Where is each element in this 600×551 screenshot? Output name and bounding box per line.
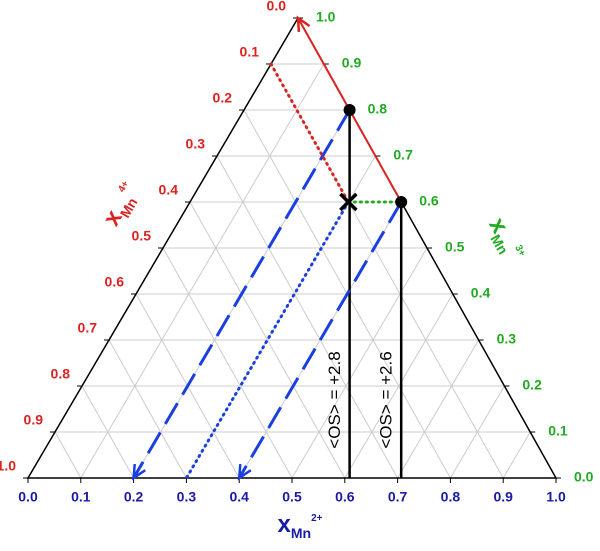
grid-line (397, 339, 480, 479)
a-tick-label: 0.8 (441, 489, 461, 505)
axis-title: xMn4+ (98, 178, 146, 232)
grid-line (81, 385, 135, 479)
axis-title-main: x (278, 511, 292, 538)
a-tick-label: 0.1 (71, 489, 91, 505)
guide-line (237, 201, 403, 479)
a-tick-label: 0.3 (177, 489, 197, 505)
grid-line (80, 63, 325, 479)
grid-line (54, 431, 82, 479)
c-tick-label: 0.6 (105, 274, 125, 290)
b-tick-label: 0.7 (393, 147, 413, 163)
c-tick-label: 1.0 (0, 458, 16, 474)
c-tick-label: 0.0 (267, 0, 287, 14)
arrowhead (237, 463, 252, 481)
c-tick-label: 0.3 (186, 136, 206, 152)
b-tick-label: 0.6 (419, 193, 439, 209)
c-tick-label: 0.5 (132, 228, 152, 244)
a-tick-label: 0.5 (282, 489, 302, 505)
b-tick-label: 0.0 (574, 469, 594, 485)
grid-line (189, 201, 346, 479)
b-tick-label: 0.1 (548, 423, 568, 439)
a-tick-label: 1.0 (546, 489, 566, 505)
axis-title-sup: 3+ (513, 243, 528, 259)
c-tick-label: 0.2 (213, 90, 233, 106)
point (339, 192, 358, 212)
axis-title-sup: 4+ (116, 179, 131, 195)
a-tick-label: 0.0 (18, 489, 38, 505)
c-tick-label: 0.8 (51, 366, 71, 382)
b-tick-label: 0.2 (522, 377, 542, 393)
a-tick-label: 0.7 (388, 489, 408, 505)
b-tick-label: 1.0 (316, 9, 336, 25)
grid-line (108, 339, 187, 479)
b-tick-label: 0.5 (445, 239, 465, 255)
a-tick-label: 0.6 (335, 489, 355, 505)
point (343, 104, 356, 116)
c-tick-label: 0.4 (159, 182, 179, 198)
b-tick-label: 0.4 (471, 285, 491, 301)
cross-stroke (339, 192, 358, 212)
c-tick-label: 0.1 (240, 44, 260, 60)
arrowhead (296, 15, 311, 33)
guide-line (269, 62, 350, 204)
a-tick-label: 0.9 (493, 489, 513, 505)
axis-title-sub: Mn (291, 525, 311, 541)
drop-line-label: <OS> = +2.6 (377, 351, 396, 448)
point (395, 196, 408, 208)
a-tick-label: 0.4 (229, 489, 249, 505)
c-tick-label: 0.9 (24, 412, 44, 428)
b-tick-label: 0.3 (497, 331, 517, 347)
a-tick-label: 0.2 (124, 489, 144, 505)
axis-title: xMn2+ (278, 511, 323, 540)
arrowhead (132, 463, 146, 481)
c-tick-label: 0.7 (78, 320, 98, 336)
grid-line (502, 431, 531, 479)
guide-line (132, 109, 351, 479)
guide-line (184, 200, 350, 480)
grid-line (162, 247, 293, 479)
grid-line (216, 155, 399, 479)
axis-title-sup: 2+ (311, 513, 323, 524)
drop-line-label: <OS> = +2.8 (325, 351, 344, 448)
axis-title: xMn3+ (481, 213, 529, 267)
b-tick-label: 0.9 (342, 55, 362, 71)
b-tick-label: 0.8 (368, 101, 388, 117)
grid-line (291, 247, 428, 479)
